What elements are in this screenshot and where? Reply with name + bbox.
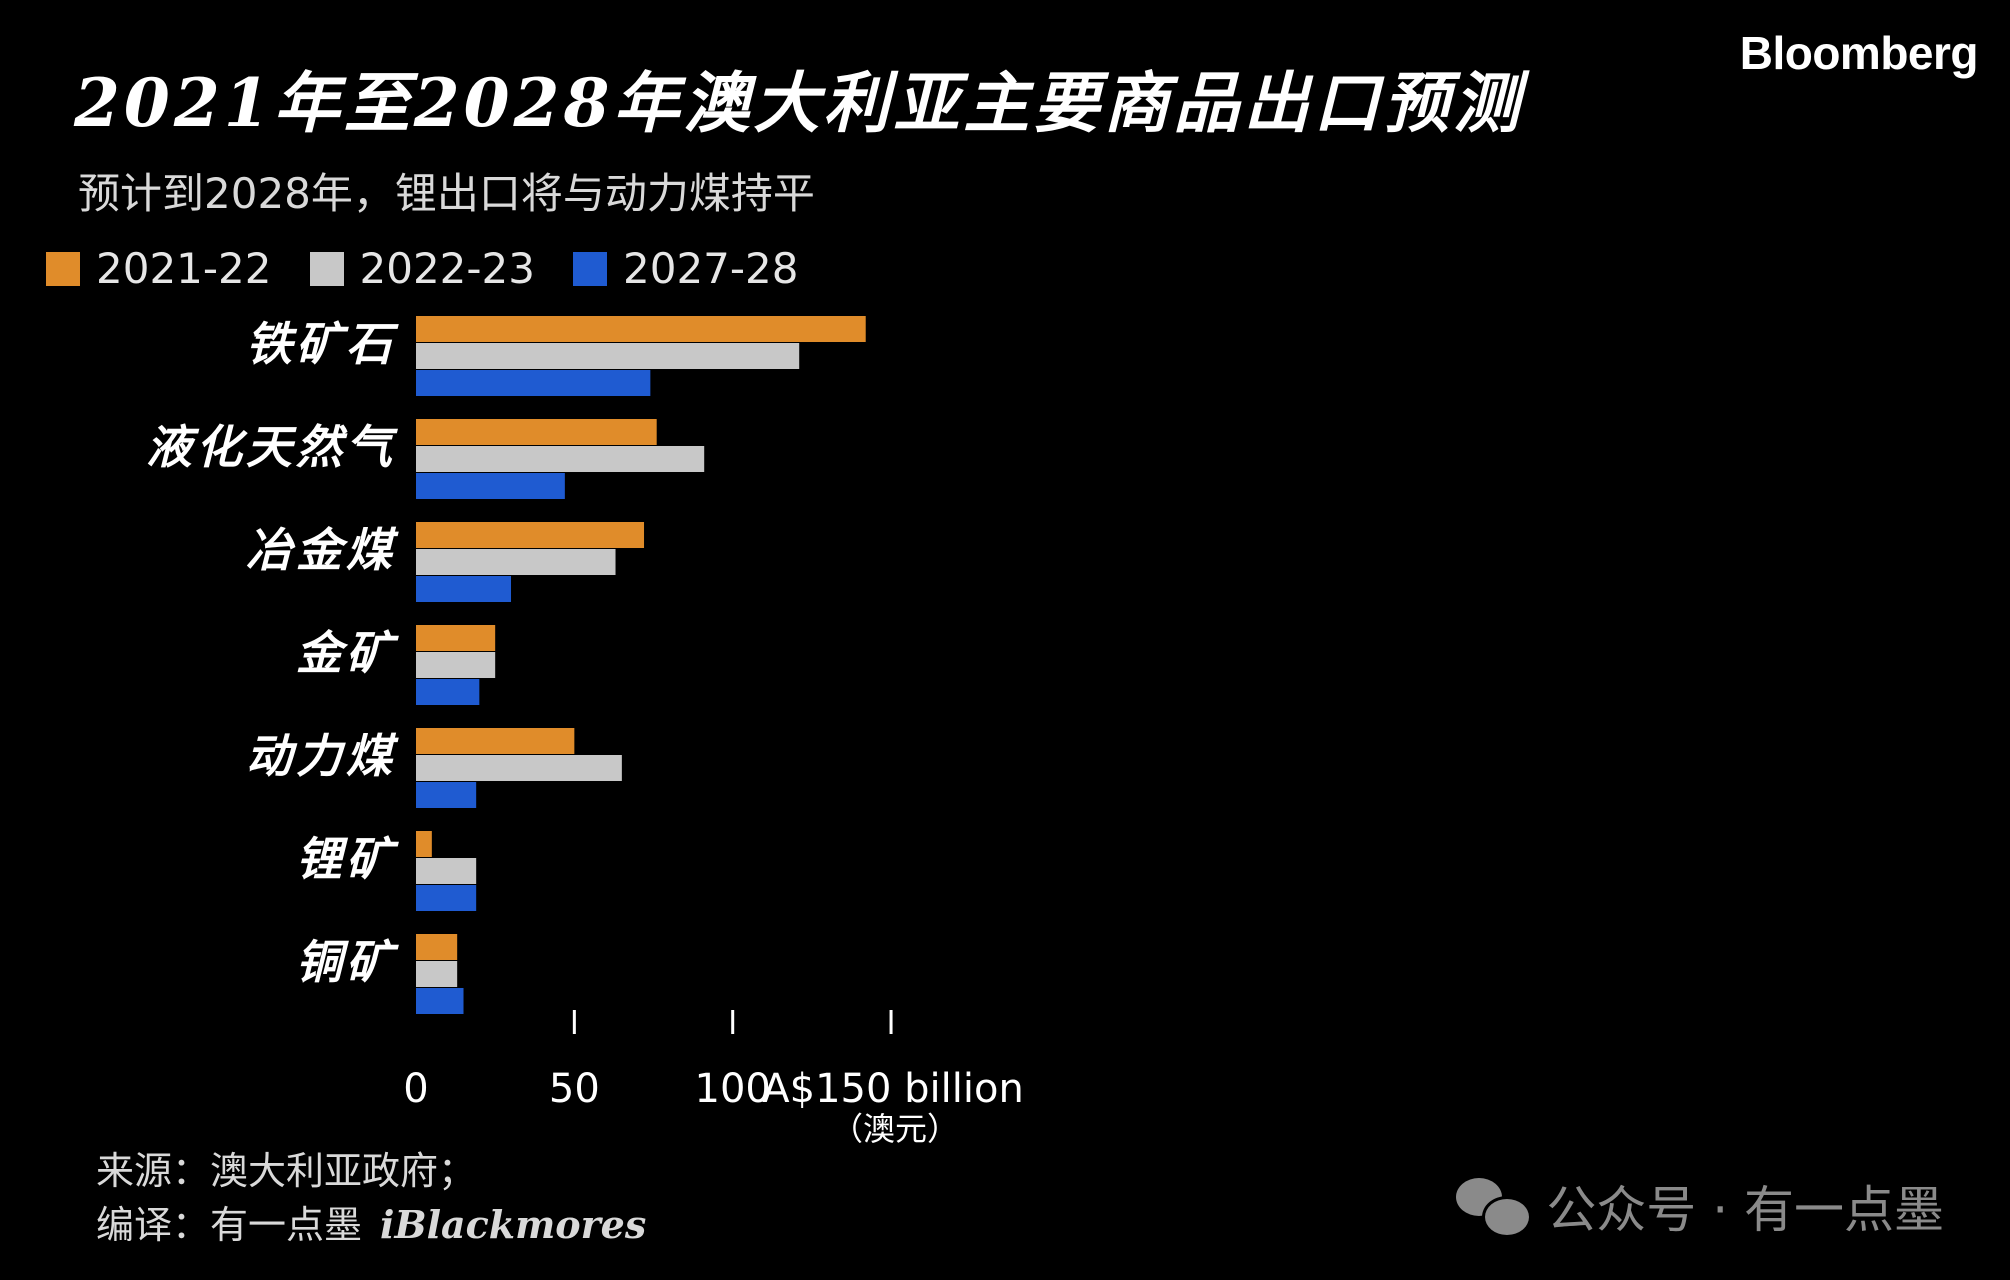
bloomberg-logo: Bloomberg xyxy=(1739,27,1979,79)
bar-2027-28 xyxy=(416,370,651,396)
legend-label: 2027-28 xyxy=(623,244,799,293)
bar-2022-23 xyxy=(416,343,800,369)
bar-2027-28 xyxy=(416,473,565,499)
x-tick-label: 0 xyxy=(403,1066,428,1112)
chart-subtitle: 预计到2028年，锂出口将与动力煤持平 xyxy=(78,169,815,218)
bar-2022-23 xyxy=(416,652,496,678)
translator-note: 编译：有一点墨 iBlackmores xyxy=(96,1194,646,1249)
bar-2027-28 xyxy=(416,679,480,705)
chart-title: 2021年至2028年澳大利亚主要商品出口预测 xyxy=(74,64,1524,142)
translator-label: 编译：有一点墨 xyxy=(96,1203,363,1247)
legend-label: 2022-23 xyxy=(359,244,536,293)
legend-swatch xyxy=(46,251,80,286)
translator-brand: iBlackmores xyxy=(380,1202,647,1247)
bar-2021-22 xyxy=(416,831,432,857)
category-label: 冶金煤 xyxy=(246,523,399,577)
x-tick-label: 100 xyxy=(695,1066,771,1112)
legend-swatch xyxy=(309,251,344,286)
bar-2021-22 xyxy=(416,522,645,548)
legend-label: 2021-22 xyxy=(96,244,272,293)
category-label: 动力煤 xyxy=(246,729,399,783)
bar-2022-23 xyxy=(416,446,705,472)
bar-2027-28 xyxy=(416,988,464,1014)
bar-2022-23 xyxy=(416,755,622,781)
wechat-icon xyxy=(1456,1178,1533,1238)
bar-2021-22 xyxy=(416,419,657,445)
legend-item-2022-23: 2022-23 xyxy=(309,244,536,293)
bar-2027-28 xyxy=(416,782,477,808)
bar-2027-28 xyxy=(416,885,477,911)
bar-2021-22 xyxy=(416,728,575,754)
legend-swatch xyxy=(573,251,607,286)
bar-2022-23 xyxy=(416,549,616,575)
category-label: 锂矿 xyxy=(296,832,399,886)
legend: 2021-22 2022-23 2027-28 xyxy=(46,244,799,293)
watermark-text: 公众号 · 有一点墨 xyxy=(1546,1181,1944,1239)
x-tick-label: A$150 billion xyxy=(762,1066,1024,1112)
x-tick-label: 50 xyxy=(549,1066,600,1112)
category-label: 金矿 xyxy=(296,626,399,680)
wechat-watermark: 公众号 · 有一点墨 xyxy=(1456,1170,1944,1242)
bar-2022-23 xyxy=(416,961,458,987)
category-label: 铜矿 xyxy=(296,935,399,989)
legend-item-2027-28: 2027-28 xyxy=(573,244,799,293)
bar-2027-28 xyxy=(416,576,512,602)
bar-2022-23 xyxy=(416,858,477,884)
bar-2021-22 xyxy=(416,316,866,342)
bar-2021-22 xyxy=(416,625,496,651)
category-label: 铁矿石 xyxy=(246,317,399,371)
legend-item-2021-22: 2021-22 xyxy=(46,244,272,293)
bar-2021-22 xyxy=(416,934,458,960)
category-label: 液化天然气 xyxy=(146,420,398,474)
source-note: 来源：澳大利亚政府； xyxy=(96,1149,477,1193)
x-unit-note: （澳元） xyxy=(831,1110,959,1148)
